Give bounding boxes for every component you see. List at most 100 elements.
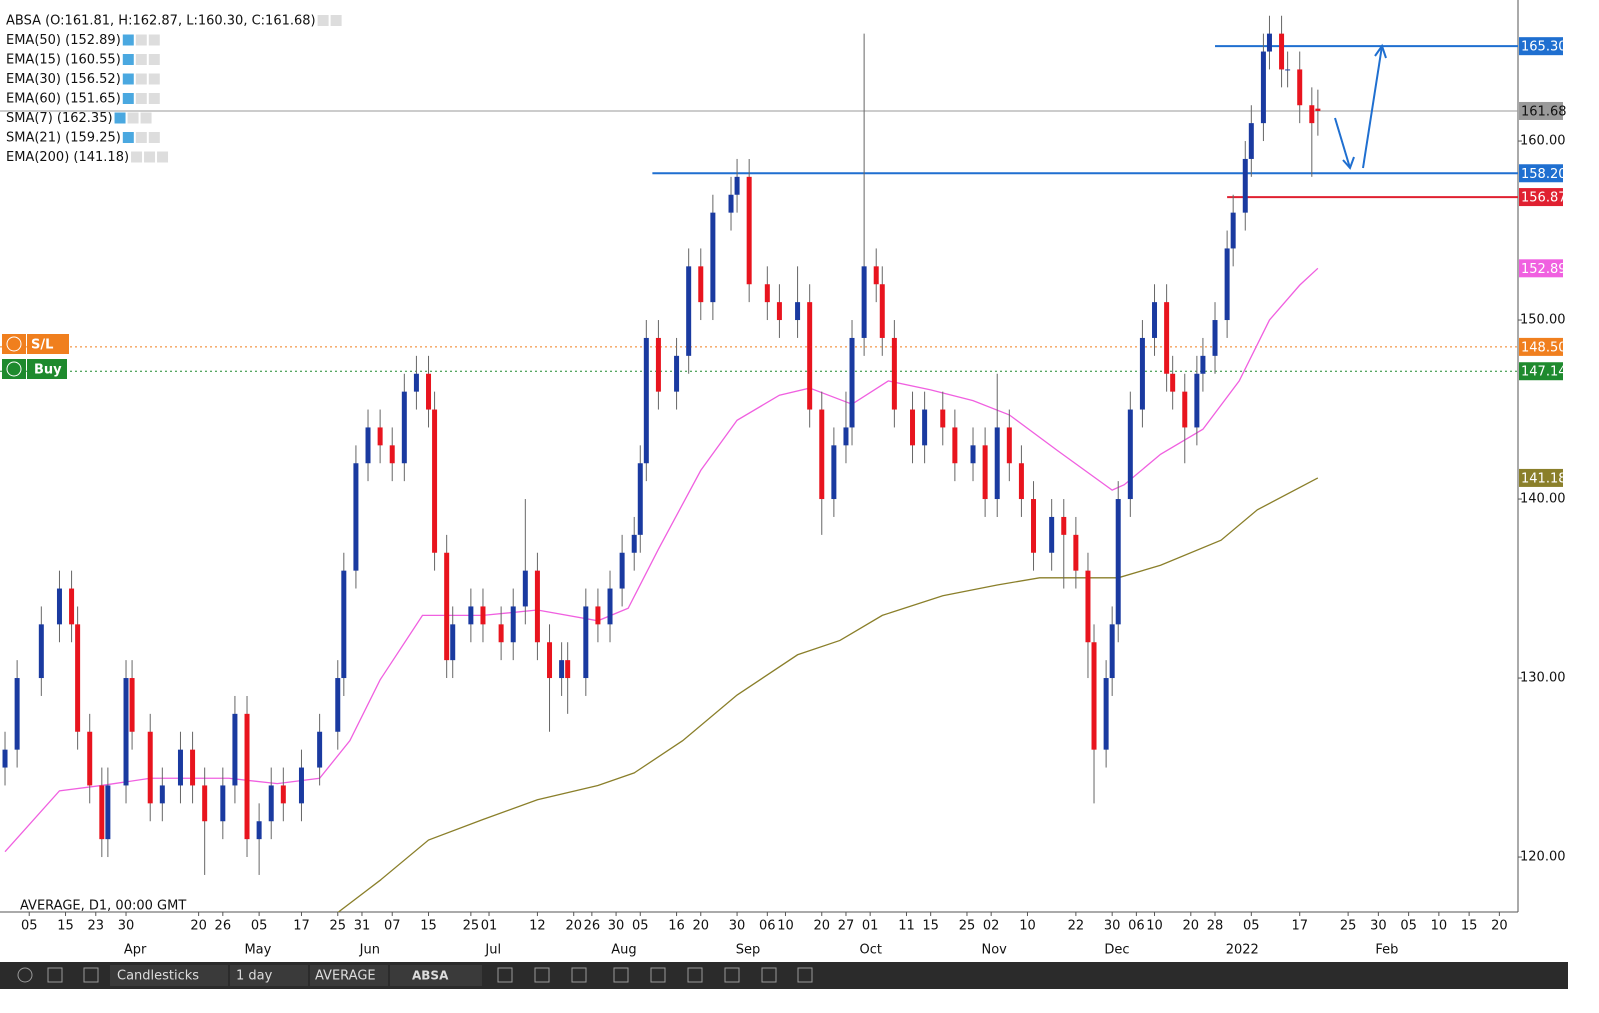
close-button[interactable]	[2, 359, 26, 379]
candle-body	[1049, 516, 1055, 553]
x-tick-label: 07	[384, 919, 401, 934]
axes: 120.00 130.00 140.00 150.00 160.00 05 15 23 30 20…	[21, 37, 1567, 958]
plot-area	[0, 15, 1518, 912]
candle-body	[389, 445, 395, 464]
icon[interactable]	[534, 967, 550, 983]
x-tick-label: 06	[1128, 919, 1145, 934]
interval-select[interactable]	[230, 965, 308, 986]
close-icon	[6, 361, 22, 377]
icon[interactable]	[613, 967, 629, 983]
feed-select[interactable]	[310, 965, 388, 986]
legend-entry: EMA(15) (160.55)	[6, 53, 121, 68]
candle-body	[861, 266, 867, 338]
candle-body	[1127, 409, 1133, 500]
candle-body	[353, 463, 359, 571]
price-label-box	[1519, 188, 1563, 207]
x-tick-label: 05	[251, 919, 268, 934]
x-tick-label: 30	[1370, 919, 1387, 934]
price-label: 141.18	[1521, 471, 1567, 486]
icon[interactable]	[687, 967, 703, 983]
legend-icon	[148, 34, 160, 46]
candle-body	[268, 785, 274, 822]
icon[interactable]	[47, 967, 63, 983]
legend-entry: SMA(21) (159.25)	[6, 131, 121, 146]
candle-body	[432, 409, 438, 553]
candle-body	[426, 373, 432, 410]
candle-body	[401, 391, 407, 464]
chart-type-select[interactable]	[110, 965, 228, 986]
candle-body	[468, 606, 474, 625]
x-tick-label: 10	[1431, 919, 1448, 934]
candle-body	[256, 821, 262, 840]
candle-body	[1224, 248, 1230, 321]
close-button[interactable]	[2, 334, 26, 354]
widget-label: Buy	[34, 363, 62, 378]
candle-body	[1109, 624, 1115, 679]
candle-body	[1315, 108, 1321, 111]
candle-body	[1194, 373, 1200, 428]
x-tick-label: 20	[1491, 919, 1508, 934]
legend-icon	[122, 54, 134, 65]
month-label: May	[244, 943, 271, 958]
candle-body	[190, 749, 196, 786]
candle-body	[1242, 158, 1248, 213]
icon[interactable]	[17, 967, 33, 983]
symbol-select[interactable]	[390, 965, 482, 986]
candle-body	[952, 427, 958, 464]
x-tick-label: 05	[1243, 919, 1260, 934]
candle-body	[710, 212, 716, 303]
month-label: 2022	[1226, 943, 1259, 958]
widget-label-box[interactable]	[27, 359, 67, 379]
candle-body	[1061, 516, 1067, 535]
icon[interactable]	[797, 967, 813, 983]
buy-widget[interactable]: Buy	[2, 359, 67, 379]
month-label: Sep	[736, 943, 761, 958]
sl-widget[interactable]: S/L	[2, 334, 69, 354]
month-label: Oct	[860, 943, 882, 958]
icon[interactable]	[650, 967, 666, 983]
widget-label-box[interactable]	[27, 334, 69, 354]
close-icon	[6, 336, 22, 352]
legend-icon	[135, 132, 147, 143]
legend-icon	[135, 93, 147, 104]
legend-icon	[317, 15, 329, 26]
candle-body	[1285, 69, 1291, 71]
legend-icon	[131, 151, 143, 163]
icon[interactable]	[761, 967, 777, 983]
icon[interactable]	[497, 967, 513, 983]
candle-body	[450, 624, 456, 661]
indicator-line	[337, 477, 1319, 912]
candle-body	[123, 678, 129, 786]
candle-body	[147, 731, 153, 804]
candle-body	[1248, 123, 1254, 159]
candle-body	[75, 624, 81, 732]
legend-icon	[122, 73, 134, 85]
arrow-head	[1342, 156, 1355, 170]
candle-body	[444, 552, 450, 661]
candle-body	[510, 606, 516, 643]
feed-info: AVERAGE, D1, 00:00 GMT	[20, 899, 186, 914]
candle-body	[655, 337, 661, 392]
x-tick-label: 01	[481, 919, 498, 934]
icon[interactable]	[724, 967, 740, 983]
x-tick-label: 20	[565, 919, 582, 934]
icon[interactable]	[571, 967, 587, 983]
candle-body	[159, 785, 165, 804]
x-tick-label: 25	[329, 919, 346, 934]
candle-body	[129, 678, 135, 732]
x-tick-label: 11	[898, 919, 915, 934]
x-tick-label: 25	[1340, 919, 1357, 934]
legend-entry: SMA(7) (162.35)	[6, 111, 113, 126]
candle-body	[1085, 570, 1091, 643]
month-label: Apr	[124, 943, 147, 958]
candle-body	[1182, 391, 1188, 428]
symbol: ABSA	[412, 969, 449, 983]
price-label: 161.68	[1521, 104, 1567, 119]
candle-body	[637, 463, 643, 535]
x-tick-label: 27	[838, 919, 855, 934]
legend-entry: EMA(50) (152.89)	[6, 33, 121, 48]
candle-body	[1200, 355, 1206, 374]
icon[interactable]	[83, 967, 99, 983]
legend-icon	[127, 112, 139, 124]
candle-body	[807, 302, 813, 410]
